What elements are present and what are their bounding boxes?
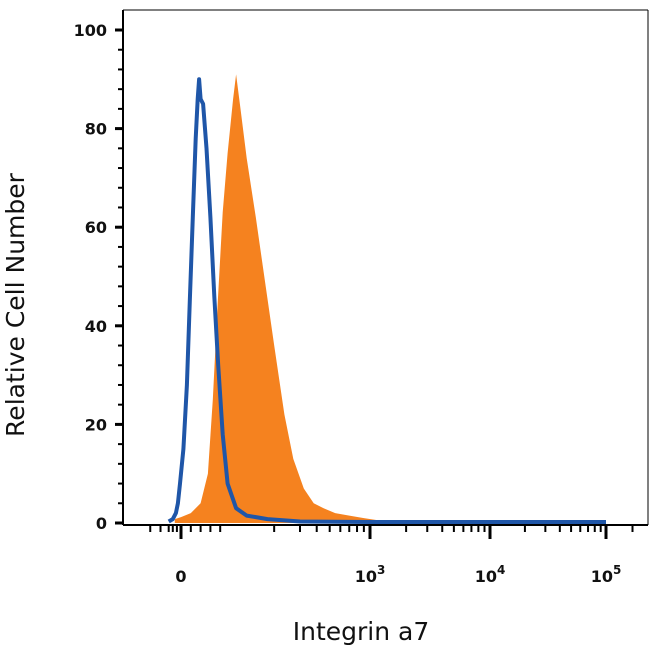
y-tick-label: 80 [85, 120, 107, 139]
y-tick-label: 40 [85, 317, 107, 336]
x-tick-label: 104 [475, 563, 506, 586]
y-tick-label: 0 [96, 514, 107, 533]
y-tick-label: 100 [74, 21, 107, 40]
axes: 0 20 40 60 80 100 0 103 104 105 [74, 9, 649, 586]
plot-area [167, 74, 607, 524]
y-tick-label: 20 [85, 415, 107, 434]
x-tick-label: 105 [591, 563, 622, 586]
y-tick-label: 60 [85, 218, 107, 237]
x-axis-title: Integrin a7 [293, 617, 430, 646]
series-outline-histogram [167, 77, 606, 524]
x-tick-label: 103 [355, 563, 386, 586]
series-filled-histogram [174, 74, 607, 524]
x-tick-label: 0 [175, 567, 186, 586]
y-axis-title: Relative Cell Number [1, 172, 30, 437]
